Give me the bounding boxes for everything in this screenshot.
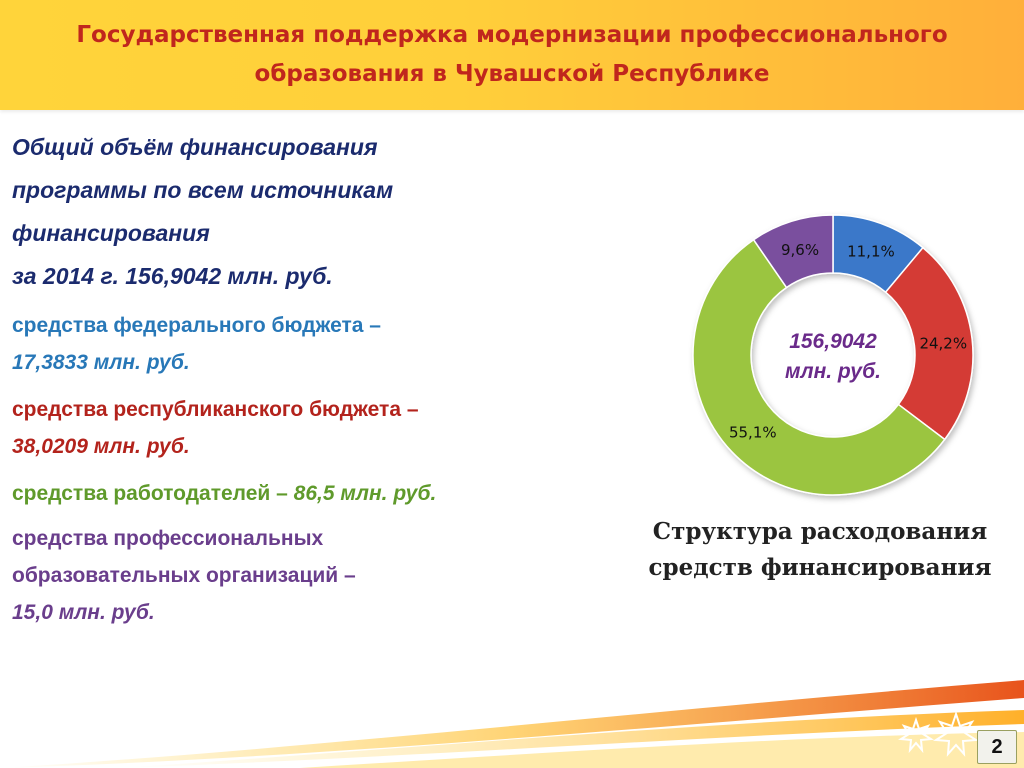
total-funding-line-4: за 2014 г. 156,9042 млн. руб.	[12, 263, 333, 289]
chart-slice-4	[752, 214, 834, 289]
republic-budget-amount: 38,0209 млн. руб.	[12, 435, 190, 458]
chart-caption: Структура расходования средств финансиро…	[630, 514, 1010, 586]
star-decoration	[898, 712, 980, 757]
chart-slice-3	[692, 238, 946, 496]
orgs-source: средства профессиональных образовательны…	[12, 520, 622, 631]
employers-source: средства работодателей – 86,5 млн. руб.	[12, 475, 622, 512]
total-funding-line-1: Общий объём финансирования	[12, 134, 378, 160]
slide-title-line-1: Государственная поддержка модернизации п…	[76, 22, 948, 48]
decorative-swoosh	[0, 680, 1024, 768]
orgs-label-line-2: образовательных организаций –	[12, 564, 356, 587]
header-banner: Государственная поддержка модернизации п…	[0, 0, 1024, 110]
orgs-label-line-1: средства профессиональных	[12, 527, 324, 550]
employers-amount: 86,5 млн. руб.	[287, 482, 437, 505]
chart-slice-label-4: 9,6%	[781, 241, 819, 259]
total-funding: Общий объём финансирования программы по …	[12, 126, 622, 298]
chart-slice-label-2: 24,2%	[919, 334, 967, 352]
slide-title-line-2: образования в Чувашской Республике	[254, 61, 770, 87]
chart-slice-label-3: 55,1%	[729, 424, 777, 442]
federal-budget-source: средства федерального бюджета – 17,3833 …	[12, 307, 622, 381]
federal-budget-amount: 17,3833 млн. руб.	[12, 351, 190, 374]
chart-caption-line-2: средств финансирования	[648, 554, 992, 581]
employers-label: средства работодателей –	[12, 482, 288, 505]
federal-budget-label: средства федерального бюджета –	[12, 314, 381, 337]
chart-center-unit: млн. руб.	[785, 360, 881, 383]
chart-caption-line-1: Структура расходования	[652, 518, 988, 545]
page-number: 2	[977, 730, 1017, 764]
chart-center-value: 156,9042	[789, 330, 877, 353]
slide-title: Государственная поддержка модернизации п…	[20, 16, 1004, 94]
republic-budget-label: средства республиканского бюджета –	[12, 398, 419, 421]
funding-text-block: Общий объём финансирования программы по …	[12, 126, 622, 631]
total-funding-line-3: финансирования	[12, 220, 210, 246]
republic-budget-source: средства республиканского бюджета – 38,0…	[12, 391, 622, 465]
chart-slice-2	[884, 246, 974, 441]
funding-doughnut-chart: 11,1% 24,2% 55,1% 9,6% 156,9042 млн. руб.	[692, 214, 974, 496]
total-funding-line-2: программы по всем источникам	[12, 177, 394, 203]
chart-slice-label-1: 11,1%	[847, 243, 895, 261]
orgs-amount: 15,0 млн. руб.	[12, 601, 155, 624]
